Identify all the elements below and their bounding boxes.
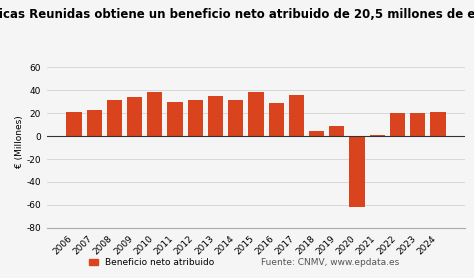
- Bar: [269, 103, 284, 136]
- Bar: [410, 113, 425, 136]
- Bar: [430, 113, 446, 136]
- Bar: [208, 96, 223, 136]
- Bar: [147, 92, 163, 136]
- Text: Técnicas Reunidas obtiene un beneficio neto atribuido de 20,5 millones de euros: Técnicas Reunidas obtiene un beneficio n…: [0, 8, 474, 21]
- Bar: [289, 95, 304, 136]
- Bar: [188, 100, 203, 136]
- Bar: [329, 126, 345, 136]
- Bar: [127, 97, 142, 136]
- Text: Fuente: CNMV, www.epdata.es: Fuente: CNMV, www.epdata.es: [261, 258, 399, 267]
- Bar: [349, 136, 365, 207]
- Bar: [167, 101, 182, 136]
- Bar: [370, 135, 385, 136]
- Bar: [107, 100, 122, 136]
- Legend: Beneficio neto atribuido: Beneficio neto atribuido: [85, 254, 218, 271]
- Bar: [87, 110, 102, 136]
- Y-axis label: € (Millones): € (Millones): [15, 115, 24, 168]
- Bar: [66, 112, 82, 136]
- Bar: [248, 92, 264, 136]
- Bar: [390, 113, 405, 136]
- Bar: [228, 100, 243, 136]
- Bar: [309, 131, 324, 136]
